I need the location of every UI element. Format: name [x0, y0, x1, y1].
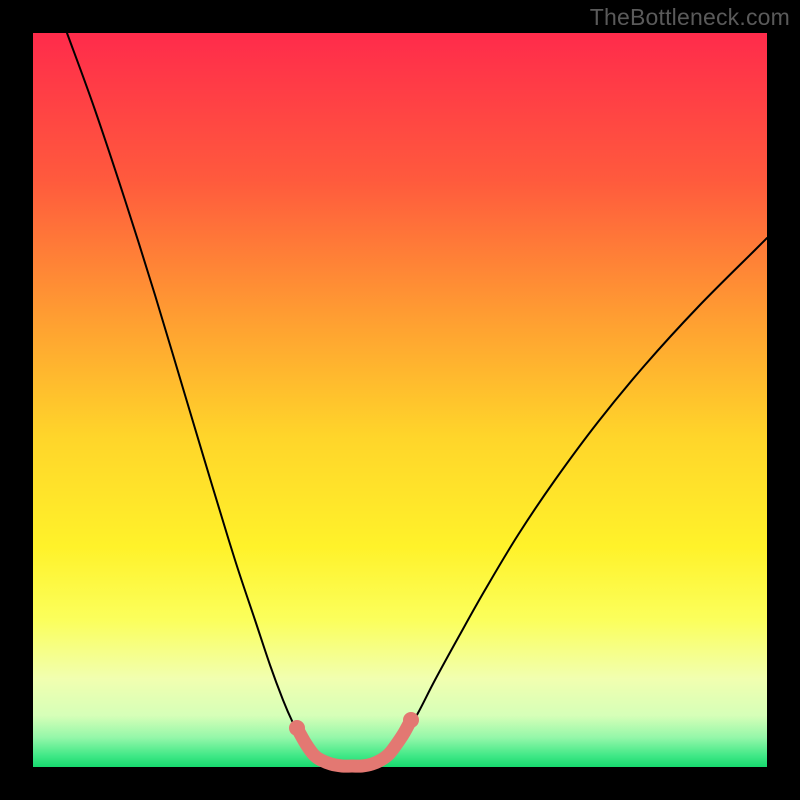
watermark-text: TheBottleneck.com	[590, 4, 790, 31]
bottleneck-chart	[0, 0, 800, 800]
chart-canvas: TheBottleneck.com	[0, 0, 800, 800]
highlight-marker	[403, 712, 419, 728]
plot-background	[33, 33, 767, 767]
highlight-marker	[289, 720, 305, 736]
